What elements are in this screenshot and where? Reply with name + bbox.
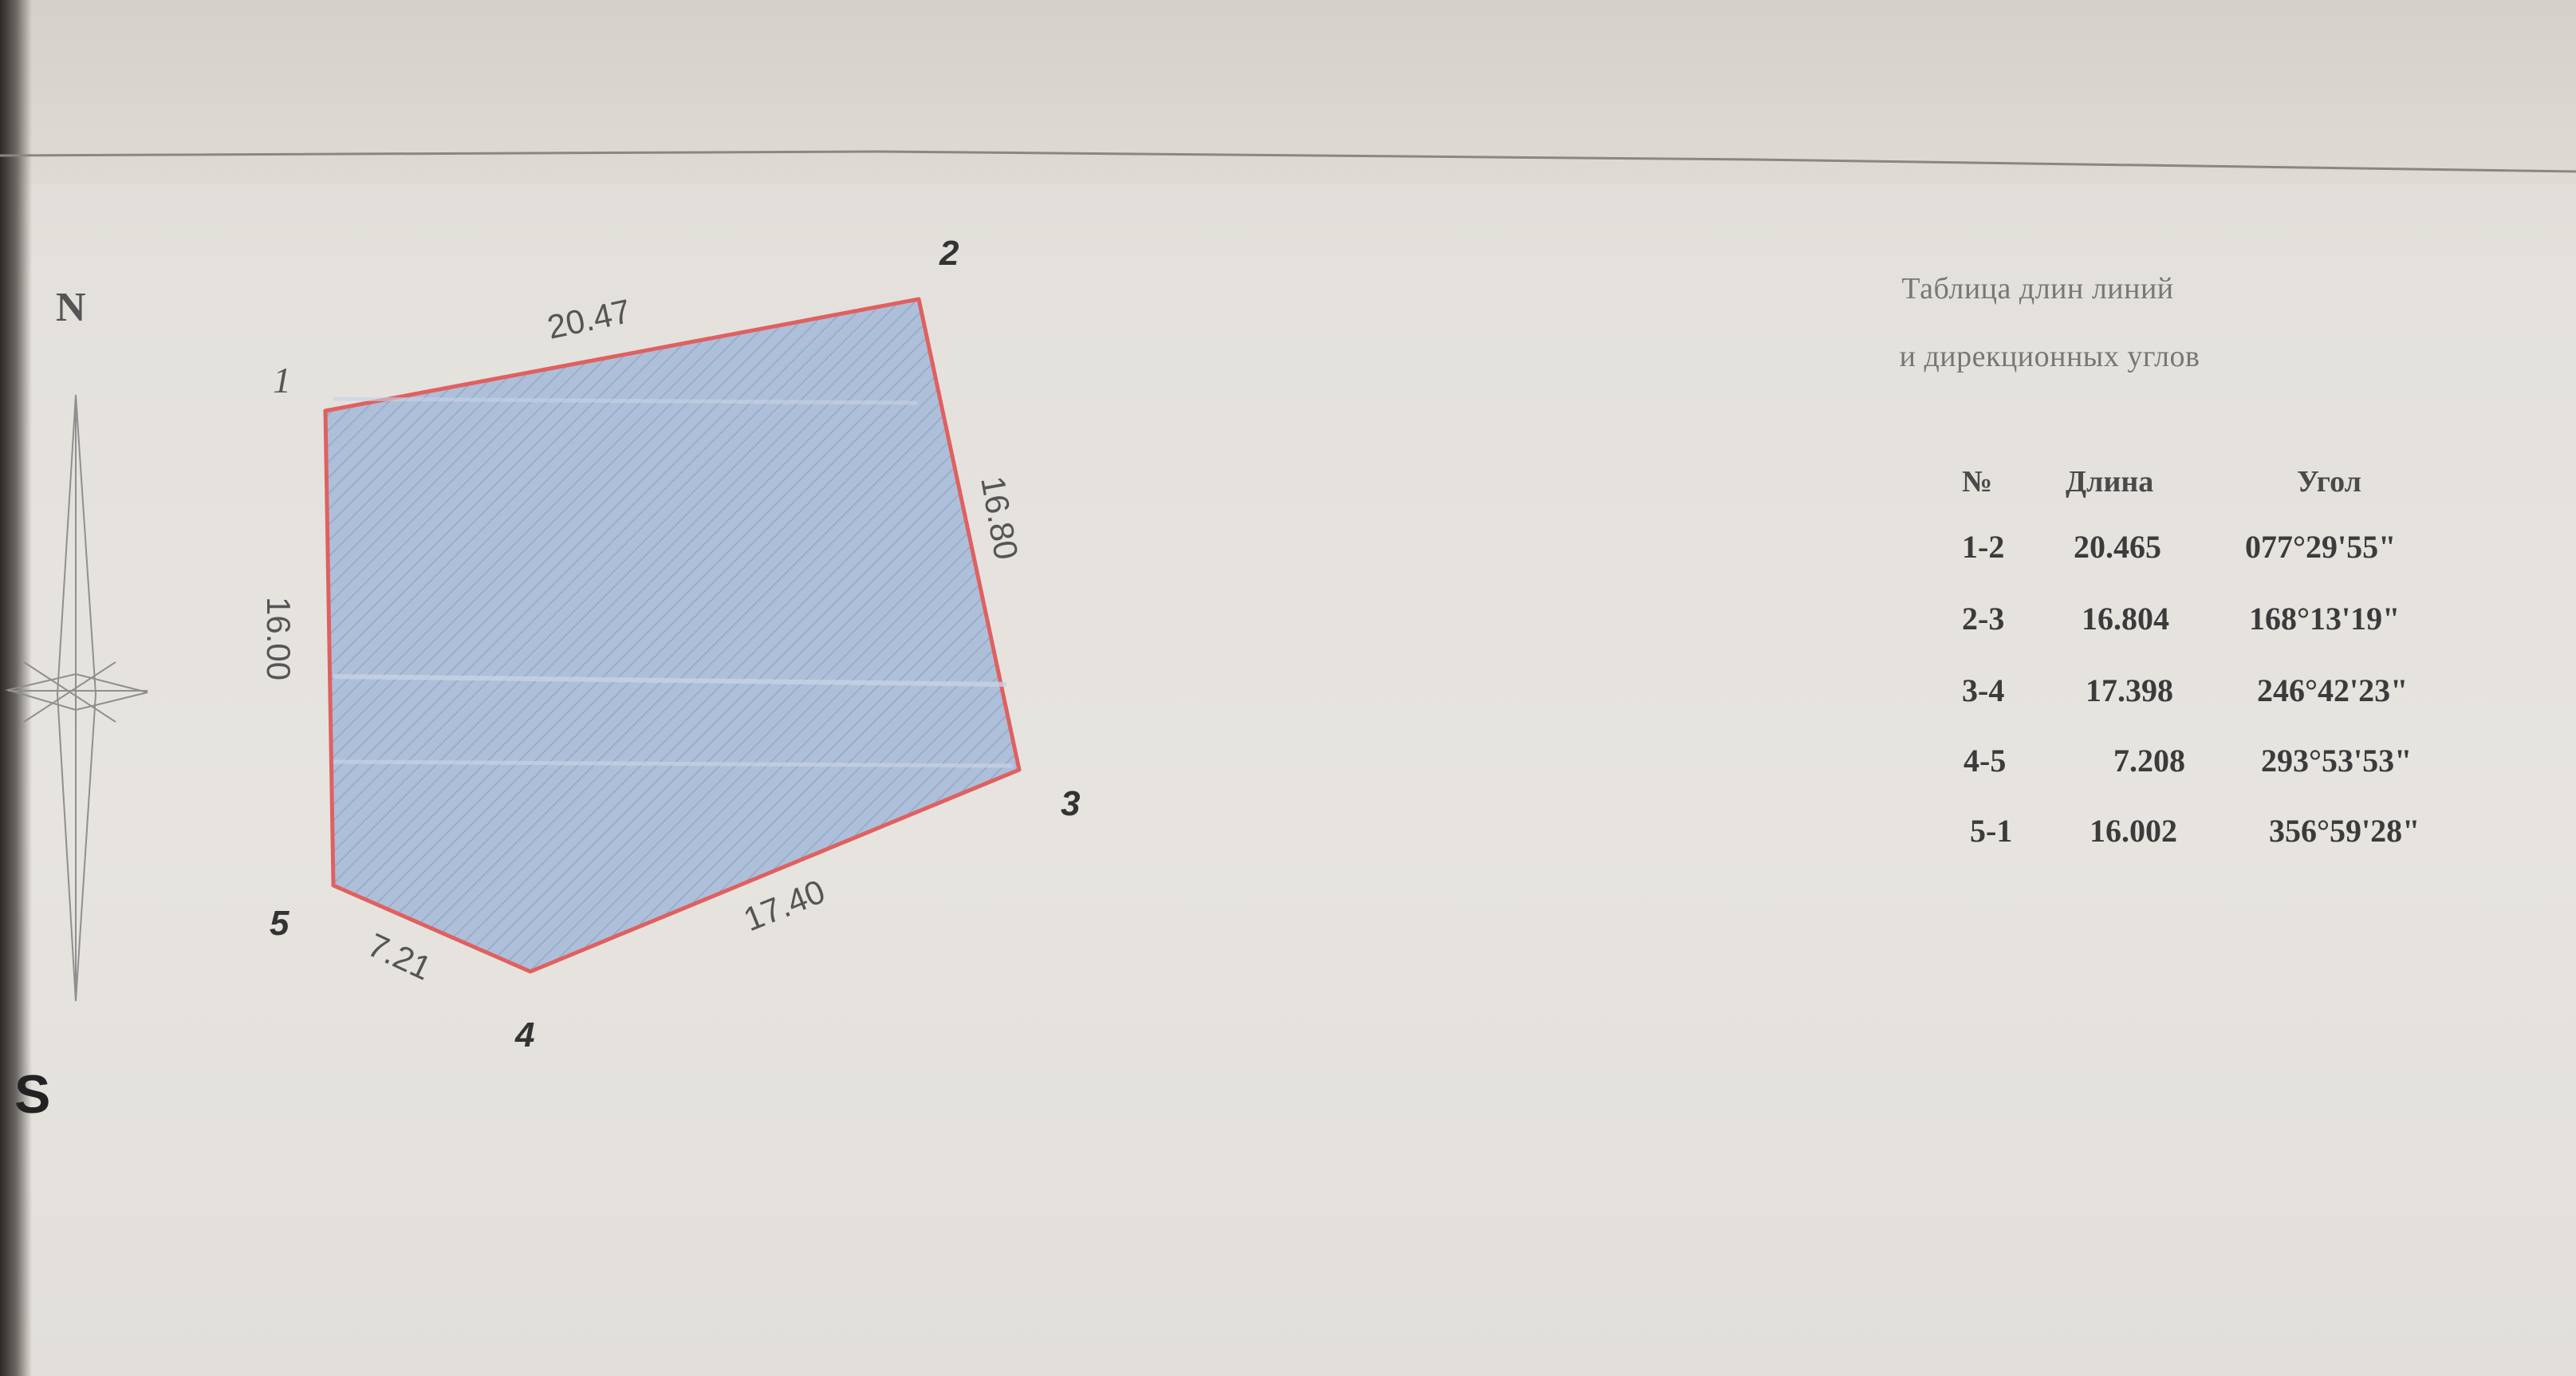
vertex-label-1: 1: [273, 360, 291, 400]
fold-crease: [333, 674, 1007, 687]
edge-label-2-3: 16.80: [974, 473, 1026, 562]
edge-label-4-5: 7.21: [362, 926, 437, 988]
table-cell-angle: 168°13'19": [2249, 601, 2401, 637]
edge-label-1-2: 20.47: [544, 292, 634, 346]
vertex-label-5: 5: [270, 904, 290, 943]
table-cell-num: 2-3: [1962, 601, 2005, 637]
table-cell-num: 3-4: [1962, 672, 2005, 708]
table-header-num: №: [1962, 465, 1993, 499]
table-cell-length: 17.398: [2086, 672, 2173, 708]
table-cell-num: 1-2: [1962, 529, 2005, 565]
table-cell-num: 5-1: [1970, 813, 2013, 849]
fold-line: [0, 150, 2576, 173]
vertex-label-3: 3: [1061, 784, 1080, 823]
table-cell-angle: 293°53'53": [2261, 743, 2413, 779]
table-header-length: Длина: [2066, 465, 2154, 499]
table-title-line-1: Таблица длин линий: [1901, 272, 2174, 306]
land-plot-polygon: [323, 297, 1022, 974]
table-title-line-2: и дирекционных углов: [1899, 340, 2200, 373]
south-label: S: [14, 1064, 50, 1125]
fold-crease: [333, 396, 918, 405]
fold-crease: [333, 759, 1014, 768]
table-cell-angle: 246°42'23": [2257, 672, 2409, 708]
table-cell-length: 7.208: [2113, 743, 2185, 779]
vertex-label-2: 2: [939, 234, 959, 273]
vertex-label-4: 4: [514, 1015, 534, 1055]
edge-label-5-1: 16.00: [260, 597, 297, 680]
compass-rose: [5, 394, 148, 1002]
table-cell-angle: 077°29'55": [2245, 529, 2397, 565]
table-cell-length: 16.002: [2090, 813, 2177, 849]
table-cell-length: 20.465: [2074, 529, 2161, 565]
table-cell-length: 16.804: [2082, 601, 2169, 637]
table-header-angle: Угол: [2297, 465, 2361, 499]
north-label: N: [56, 285, 86, 330]
table-cell-angle: 356°59'28": [2269, 813, 2420, 849]
table-cell-num: 4-5: [1964, 743, 2007, 779]
